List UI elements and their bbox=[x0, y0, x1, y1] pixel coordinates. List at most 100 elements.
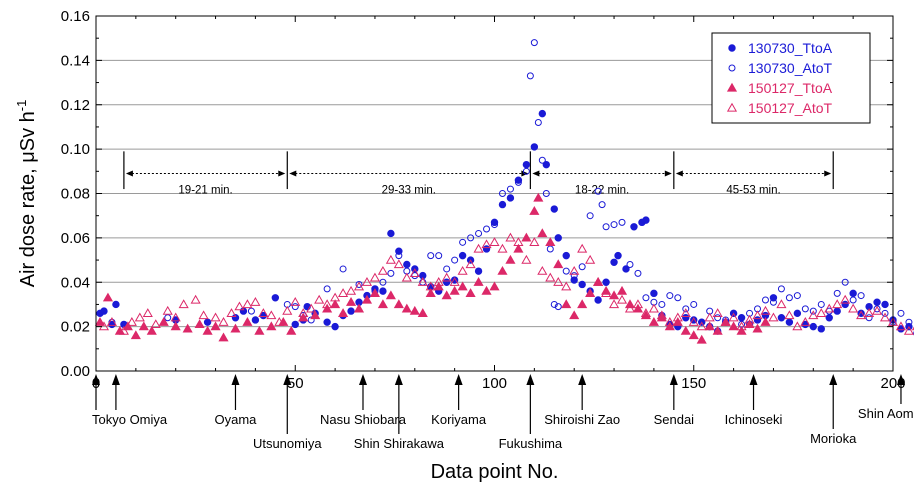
data-point bbox=[331, 322, 339, 331]
data-point bbox=[664, 316, 675, 326]
data-point bbox=[864, 308, 875, 317]
data-point bbox=[353, 303, 365, 313]
data-point bbox=[903, 325, 914, 335]
data-point bbox=[338, 288, 349, 297]
data-point bbox=[696, 321, 707, 331]
legend: 130730_TtoA 130730_AtoT 150127_TtoA 150127_… bbox=[711, 32, 871, 124]
data-point bbox=[393, 299, 404, 309]
data-point bbox=[598, 201, 606, 209]
data-point bbox=[513, 243, 524, 253]
data-point bbox=[871, 305, 883, 315]
data-point bbox=[451, 256, 459, 264]
data-point bbox=[310, 310, 321, 320]
data-point bbox=[825, 314, 833, 322]
data-point bbox=[322, 299, 333, 309]
data-point bbox=[895, 321, 907, 331]
data-point bbox=[291, 320, 299, 329]
data-point bbox=[730, 309, 738, 317]
data-point bbox=[816, 308, 827, 317]
data-point bbox=[585, 254, 596, 264]
data-point bbox=[570, 272, 578, 280]
data-point bbox=[435, 252, 443, 260]
data-point bbox=[800, 316, 811, 326]
data-point bbox=[562, 251, 570, 260]
data-point bbox=[401, 303, 412, 313]
data-point bbox=[387, 229, 395, 238]
data-point bbox=[106, 316, 118, 326]
data-point bbox=[630, 223, 638, 231]
interval-label: 29-33 min. bbox=[382, 185, 436, 197]
station-label: Sendai bbox=[654, 412, 695, 427]
data-point bbox=[569, 265, 580, 275]
data-point bbox=[250, 297, 261, 306]
data-point bbox=[377, 299, 388, 309]
legend-marker bbox=[728, 64, 736, 72]
y-tick-label: 0.02 bbox=[61, 319, 90, 336]
data-point bbox=[247, 307, 255, 315]
data-point bbox=[417, 277, 428, 286]
data-point bbox=[146, 325, 157, 335]
data-point bbox=[610, 221, 618, 229]
data-point bbox=[417, 308, 428, 317]
data-point bbox=[537, 228, 548, 238]
station-label: Ichinoseki bbox=[725, 412, 783, 427]
y-tick-label: 0.14 bbox=[61, 52, 90, 69]
data-point bbox=[856, 310, 867, 320]
y-axis-title-main: Air dose rate, μSv h bbox=[17, 111, 39, 287]
data-point bbox=[857, 292, 865, 300]
data-point bbox=[545, 272, 556, 282]
data-point bbox=[602, 223, 610, 231]
data-point bbox=[704, 321, 715, 331]
data-point bbox=[282, 305, 293, 315]
data-point bbox=[642, 294, 650, 302]
data-point bbox=[593, 277, 604, 286]
data-point bbox=[768, 312, 779, 322]
data-point bbox=[298, 312, 309, 322]
data-point bbox=[752, 323, 763, 333]
data-point bbox=[443, 265, 451, 273]
data-point bbox=[602, 278, 610, 286]
data-point bbox=[808, 310, 819, 320]
data-point bbox=[498, 200, 507, 209]
data-point bbox=[809, 307, 817, 315]
data-point bbox=[230, 323, 241, 333]
data-point bbox=[521, 232, 532, 242]
data-point bbox=[355, 280, 363, 288]
data-point bbox=[569, 310, 580, 320]
data-point bbox=[178, 299, 189, 309]
interval-label: 18-22 min. bbox=[575, 185, 629, 197]
data-point bbox=[538, 109, 547, 118]
data-point bbox=[817, 325, 825, 333]
data-point bbox=[760, 305, 771, 315]
data-point bbox=[881, 300, 889, 309]
data-point bbox=[777, 285, 785, 293]
data-point bbox=[226, 308, 237, 317]
data-point bbox=[385, 254, 396, 264]
station-arrow-head bbox=[896, 374, 905, 385]
series-150127_AtoT bbox=[98, 232, 914, 335]
data-point bbox=[506, 194, 515, 202]
data-point bbox=[126, 316, 137, 326]
station-arrow-head bbox=[358, 374, 367, 385]
interval-arrow-head bbox=[664, 170, 672, 177]
data-point bbox=[608, 299, 620, 309]
data-point bbox=[338, 308, 349, 317]
interval-arrow-head bbox=[824, 170, 832, 177]
data-point bbox=[648, 316, 659, 326]
data-point bbox=[425, 288, 436, 297]
data-point bbox=[533, 192, 544, 202]
data-point bbox=[425, 281, 436, 291]
data-point bbox=[542, 190, 550, 197]
data-point bbox=[658, 300, 666, 308]
data-point bbox=[118, 325, 129, 335]
legend-label: 130730_TtoA bbox=[748, 40, 833, 56]
data-point bbox=[550, 300, 558, 308]
data-point bbox=[526, 72, 534, 80]
data-point bbox=[712, 325, 723, 335]
data-point bbox=[849, 296, 857, 304]
interval-arrow-head bbox=[532, 170, 540, 177]
data-point bbox=[561, 281, 572, 291]
data-point bbox=[793, 292, 801, 300]
station-label: Koriyama bbox=[431, 412, 487, 427]
interval-arrow-head bbox=[675, 170, 683, 177]
